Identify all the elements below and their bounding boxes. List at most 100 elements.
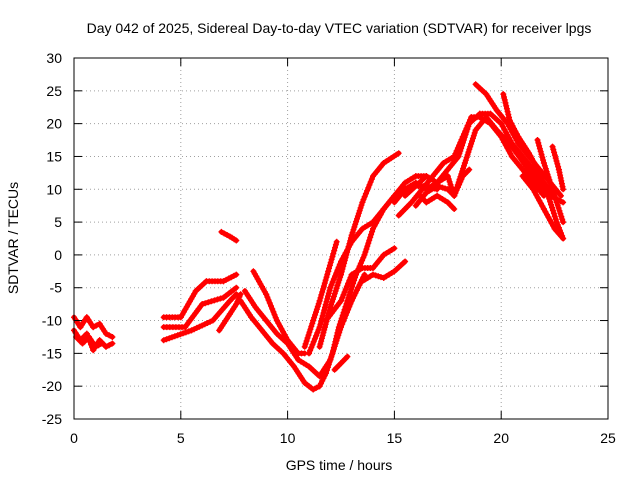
y-tick-label: 5: [54, 214, 62, 230]
data-point-marker: [331, 247, 338, 254]
data-point-marker: [434, 183, 441, 189]
data-point-marker: [313, 309, 319, 316]
markers-trace-19: [395, 114, 547, 219]
data-point-marker: [305, 332, 312, 339]
data-point-marker: [536, 169, 543, 176]
data-point-marker: [333, 238, 340, 245]
data-point-marker: [347, 235, 354, 241]
data-point-marker: [317, 294, 324, 301]
data-point-marker: [351, 224, 358, 230]
data-point-marker: [349, 229, 356, 236]
data-point-marker: [550, 146, 557, 153]
data-point-marker: [452, 190, 459, 196]
data-point-marker: [501, 94, 507, 100]
data-point-marker: [551, 152, 558, 159]
data-point-marker: [378, 274, 384, 281]
data-point-marker: [90, 324, 97, 331]
data-point-marker: [451, 206, 458, 212]
data-point-marker: [317, 380, 324, 387]
data-point-marker: [309, 320, 316, 327]
data-point-marker: [303, 338, 310, 344]
markers-trace-24: [500, 91, 567, 242]
data-point-marker: [552, 216, 559, 223]
data-point-marker: [551, 213, 558, 220]
data-point-marker: [202, 300, 209, 307]
data-point-marker: [344, 353, 351, 360]
markers-trace-26: [549, 143, 567, 193]
data-point-marker: [550, 210, 557, 217]
data-point-marker: [323, 274, 330, 281]
data-point-marker: [461, 162, 467, 169]
data-point-marker: [341, 260, 348, 267]
data-point-marker: [551, 149, 558, 156]
data-point-marker: [306, 329, 313, 336]
data-point-marker: [555, 163, 562, 170]
y-tick-label: -5: [50, 280, 63, 296]
data-point-marker: [540, 181, 547, 188]
data-point-marker: [361, 251, 368, 258]
data-point-marker: [505, 111, 512, 118]
data-point-marker: [370, 271, 376, 278]
data-point-marker: [538, 151, 545, 158]
data-point-marker: [469, 138, 475, 145]
data-point-marker: [272, 314, 279, 321]
data-point-marker: [326, 287, 333, 294]
data-point-marker: [328, 256, 335, 263]
chart-title: Day 042 of 2025, Sidereal Day-to-day VTE…: [87, 20, 592, 36]
data-point-marker: [338, 268, 345, 275]
data-point-marker: [314, 329, 321, 336]
data-point-marker: [453, 147, 460, 154]
data-point-marker: [319, 332, 326, 339]
data-point-marker: [555, 205, 562, 211]
data-point-marker: [339, 266, 346, 272]
data-point-marker: [313, 384, 320, 391]
data-point-marker: [103, 330, 109, 337]
data-point-marker: [457, 178, 464, 185]
data-point-marker: [160, 337, 167, 344]
data-point-marker: [354, 215, 360, 222]
data-point-marker: [307, 326, 314, 333]
y-tick-label: 25: [46, 83, 62, 99]
data-point-marker: [310, 317, 317, 324]
data-point-marker: [333, 335, 339, 342]
data-traces: [71, 81, 567, 393]
data-point-marker: [109, 334, 116, 340]
data-point-marker: [95, 342, 102, 349]
data-point-marker: [318, 318, 325, 325]
data-point-marker: [333, 285, 340, 292]
data-point-marker: [336, 321, 343, 328]
data-point-marker: [346, 240, 353, 247]
data-point-marker: [395, 150, 402, 157]
data-point-marker: [335, 327, 342, 333]
data-point-marker: [92, 343, 99, 350]
data-point-marker: [347, 274, 354, 281]
data-point-marker: [346, 277, 353, 284]
x-tick-label: 20: [493, 430, 509, 446]
data-point-marker: [461, 131, 467, 137]
data-point-marker: [347, 237, 354, 244]
data-point-marker: [326, 265, 332, 272]
data-point-marker: [320, 286, 327, 292]
markers-trace-12: [306, 173, 430, 357]
data-point-marker: [214, 296, 221, 303]
data-point-marker: [456, 181, 463, 188]
data-point-marker: [501, 96, 508, 103]
data-point-marker: [468, 140, 475, 147]
data-point-marker: [318, 315, 325, 322]
data-point-marker: [539, 154, 546, 161]
data-point-marker: [554, 160, 561, 167]
data-point-marker: [313, 332, 320, 339]
data-point-marker: [358, 202, 365, 209]
data-point-marker: [558, 192, 564, 199]
data-point-marker: [471, 129, 478, 136]
data-point-marker: [550, 188, 557, 195]
data-point-marker: [547, 198, 554, 205]
data-point-marker: [451, 153, 458, 160]
data-point-marker: [332, 288, 339, 294]
data-point-marker: [329, 298, 336, 305]
data-point-marker: [163, 336, 170, 343]
data-point-marker: [364, 243, 371, 250]
data-point-marker: [324, 367, 330, 374]
data-point-marker: [367, 234, 374, 241]
data-point-marker: [306, 350, 312, 357]
